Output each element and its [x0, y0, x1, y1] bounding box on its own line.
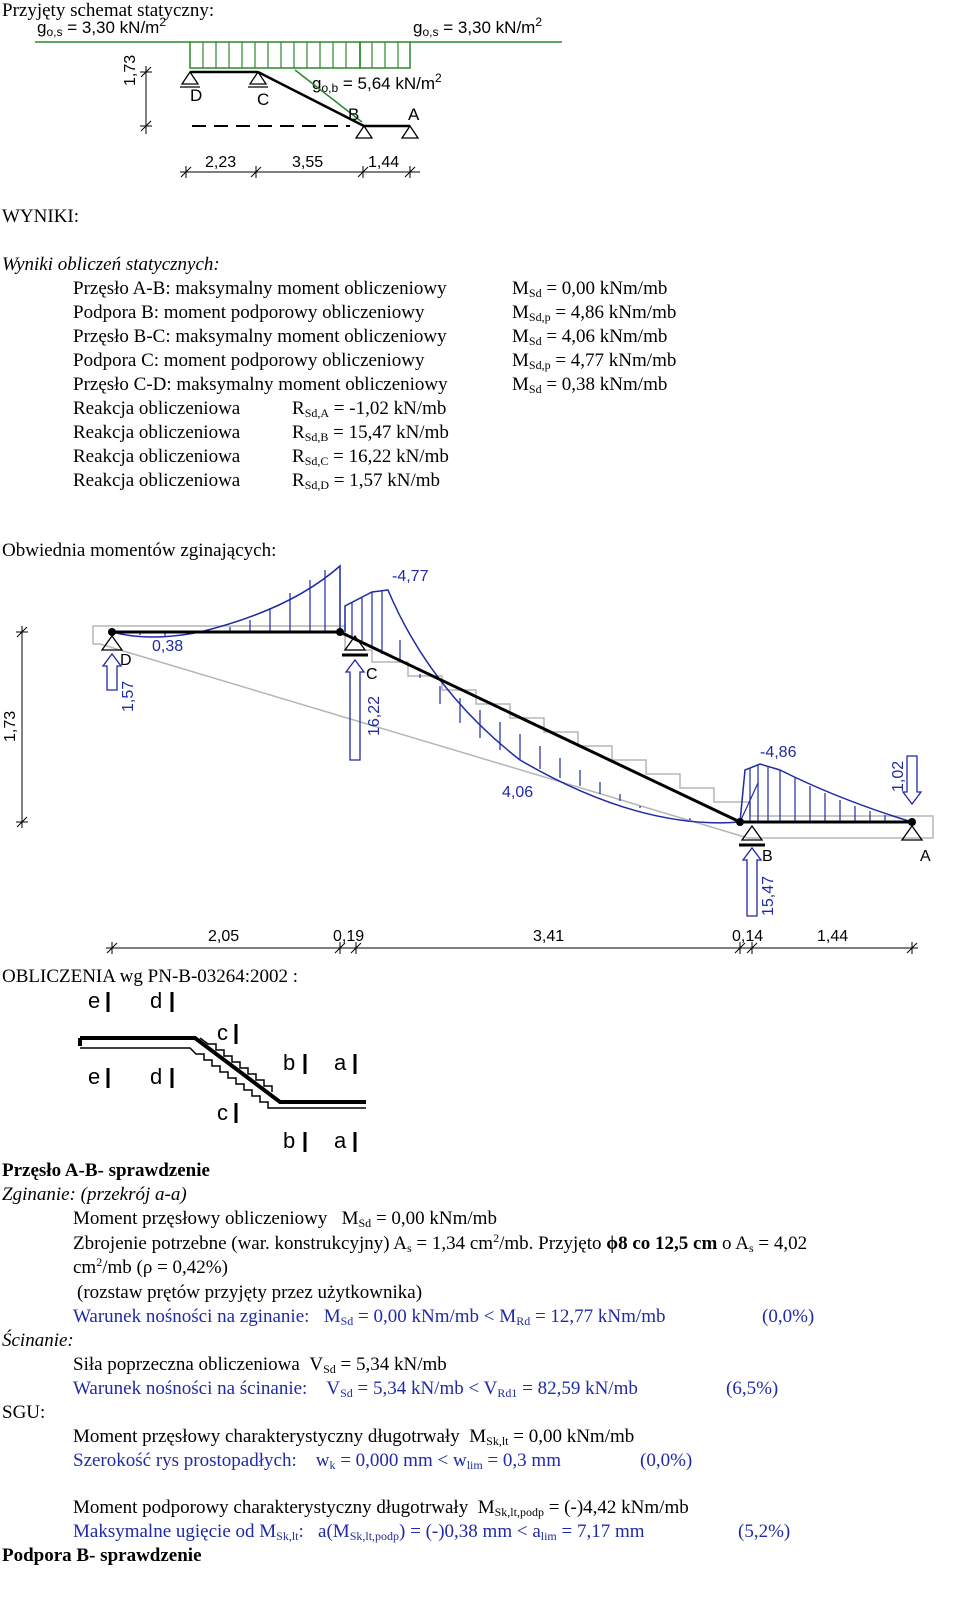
max-deflection: Maksymalne ugięcie od MSk,lt: a(MSk,lt,p…	[73, 1521, 645, 1543]
shear-heading: Ścinanie:	[2, 1330, 74, 1351]
section-b-bottom: b	[283, 1128, 296, 1153]
reaction-value: RSd,A = -1,02 kN/mb	[292, 398, 447, 420]
reaction-value: RSd,C = 16,22 kN/mb	[292, 446, 449, 468]
calc-heading: OBLICZENIA wg PN-B-03264:2002 :	[2, 966, 299, 987]
section-d-top: d	[150, 988, 163, 1013]
label-m-bc: 4,06	[502, 784, 534, 801]
result-row-label: Podpora B: moment podporowy obliczeniowy	[73, 302, 425, 323]
design-moment: Moment przęsłowy obliczeniowy MSd = 0,00…	[73, 1208, 497, 1230]
section-d-bottom: d	[150, 1064, 163, 1089]
result-row-label: Podpora C: moment podporowy obliczeniowy	[73, 350, 425, 371]
env-dim-5: 1,44	[817, 928, 849, 945]
result-row-value: MSd = 4,06 kNm/mb	[512, 326, 668, 348]
scheme-dim-2: 3,55	[292, 154, 324, 171]
load-mid-label: go,b = 5,64 kN/m2	[312, 71, 442, 95]
moment-envelope-diagram	[16, 564, 934, 954]
scheme-dim-1: 2,23	[205, 154, 237, 171]
rebar-line-1: Zbrojenie potrzebne (war. konstrukcyjny)…	[73, 1231, 808, 1255]
result-row-label: Przęsło A-B: maksymalny moment obliczeni…	[73, 278, 447, 299]
scheme-support-d: D	[190, 86, 203, 105]
section-c-bottom: c	[217, 1100, 228, 1125]
section-b-top: b	[283, 1050, 296, 1075]
reaction-label: Reakcja obliczeniowa	[73, 446, 241, 467]
scheme-support-c: C	[257, 90, 270, 109]
bending-condition: Warunek nośności na zginanie: MSd = 0,00…	[73, 1306, 666, 1328]
env-support-c: C	[366, 666, 378, 683]
reaction-value: RSd,D = 1,57 kN/mb	[292, 470, 441, 492]
section-a-bottom: a	[334, 1128, 347, 1153]
shear-condition: Warunek nośności na ścinanie: VSd = 5,34…	[73, 1378, 638, 1400]
support-moment: Moment podporowy charakterystyczny długo…	[73, 1497, 689, 1519]
sgu-heading: SGU:	[2, 1402, 46, 1423]
crack-width-pct: (0,0%)	[640, 1450, 693, 1471]
bending-heading: Zginanie: (przekrój a-a)	[2, 1184, 187, 1205]
load-left-label: go,s = 3,30 kN/m2	[37, 15, 167, 39]
spacing-note: (rozstaw prętów przyjęty przez użytkowni…	[77, 1282, 423, 1303]
support-b-title: Podpora B- sprawdzenie	[2, 1545, 202, 1566]
results-heading: WYNIKI:	[2, 206, 80, 227]
reaction-label: Reakcja obliczeniowa	[73, 470, 241, 491]
crack-width: Szerokość rys prostopadłych: wk = 0,000 …	[73, 1450, 561, 1472]
envelope-heading: Obwiednia momentów zginających:	[2, 540, 277, 561]
section-e-bottom: e	[88, 1064, 101, 1089]
span-ab-title: Przęsło A-B- sprawdzenie	[2, 1160, 210, 1181]
section-scheme	[78, 992, 366, 1152]
result-row-label: Przęsło B-C: maksymalny moment obliczeni…	[73, 326, 447, 347]
reaction-value: RSd,B = 15,47 kN/mb	[292, 422, 449, 444]
load-right-label: go,s = 3,30 kN/m2	[413, 15, 543, 39]
result-row-value: MSd,p = 4,77 kNm/mb	[512, 350, 677, 372]
label-m-cd: 0,38	[152, 638, 184, 655]
section-a-top: a	[334, 1050, 347, 1075]
section-c-top: c	[217, 1020, 228, 1045]
result-row-value: MSd,p = 4,86 kNm/mb	[512, 302, 677, 324]
env-support-b: B	[762, 848, 773, 865]
scheme-support-a: A	[408, 105, 420, 124]
bending-condition-pct: (0,0%)	[762, 1306, 815, 1327]
env-support-a: A	[920, 848, 931, 865]
rebar-line-2: cm2/mb (ρ = 0,42%)	[73, 1255, 228, 1278]
max-deflection-pct: (5,2%)	[738, 1521, 791, 1542]
reaction-label: Reakcja obliczeniowa	[73, 422, 241, 443]
env-dim-2: 0,19	[333, 928, 365, 945]
result-row-label: Przęsło C-D: maksymalny moment obliczeni…	[73, 374, 448, 395]
label-m-b: -4,86	[760, 744, 797, 761]
label-m-c: -4,77	[392, 568, 429, 585]
scheme-dim-3: 1,44	[368, 154, 400, 171]
env-dim-3: 3,41	[533, 928, 565, 945]
scheme-heading: Przyjęty schemat statyczny:	[2, 0, 215, 21]
env-support-d: D	[120, 652, 132, 669]
static-scheme-diagram	[35, 41, 562, 178]
env-dim-4: 0,14	[732, 928, 764, 945]
section-e-top: e	[88, 988, 101, 1013]
shear-condition-pct: (6,5%)	[726, 1378, 779, 1399]
reaction-label: Reakcja obliczeniowa	[73, 398, 241, 419]
results-subheading: Wyniki obliczeń statycznych:	[2, 254, 220, 275]
result-row-value: MSd = 0,00 kNm/mb	[512, 278, 668, 300]
result-row-value: MSd = 0,38 kNm/mb	[512, 374, 668, 396]
env-dim-1: 2,05	[208, 928, 240, 945]
char-moment: Moment przęsłowy charakterystyczny długo…	[73, 1426, 635, 1448]
scheme-support-b: B	[348, 105, 360, 124]
shear-force: Siła poprzeczna obliczeniowa VSd = 5,34 …	[73, 1354, 447, 1376]
